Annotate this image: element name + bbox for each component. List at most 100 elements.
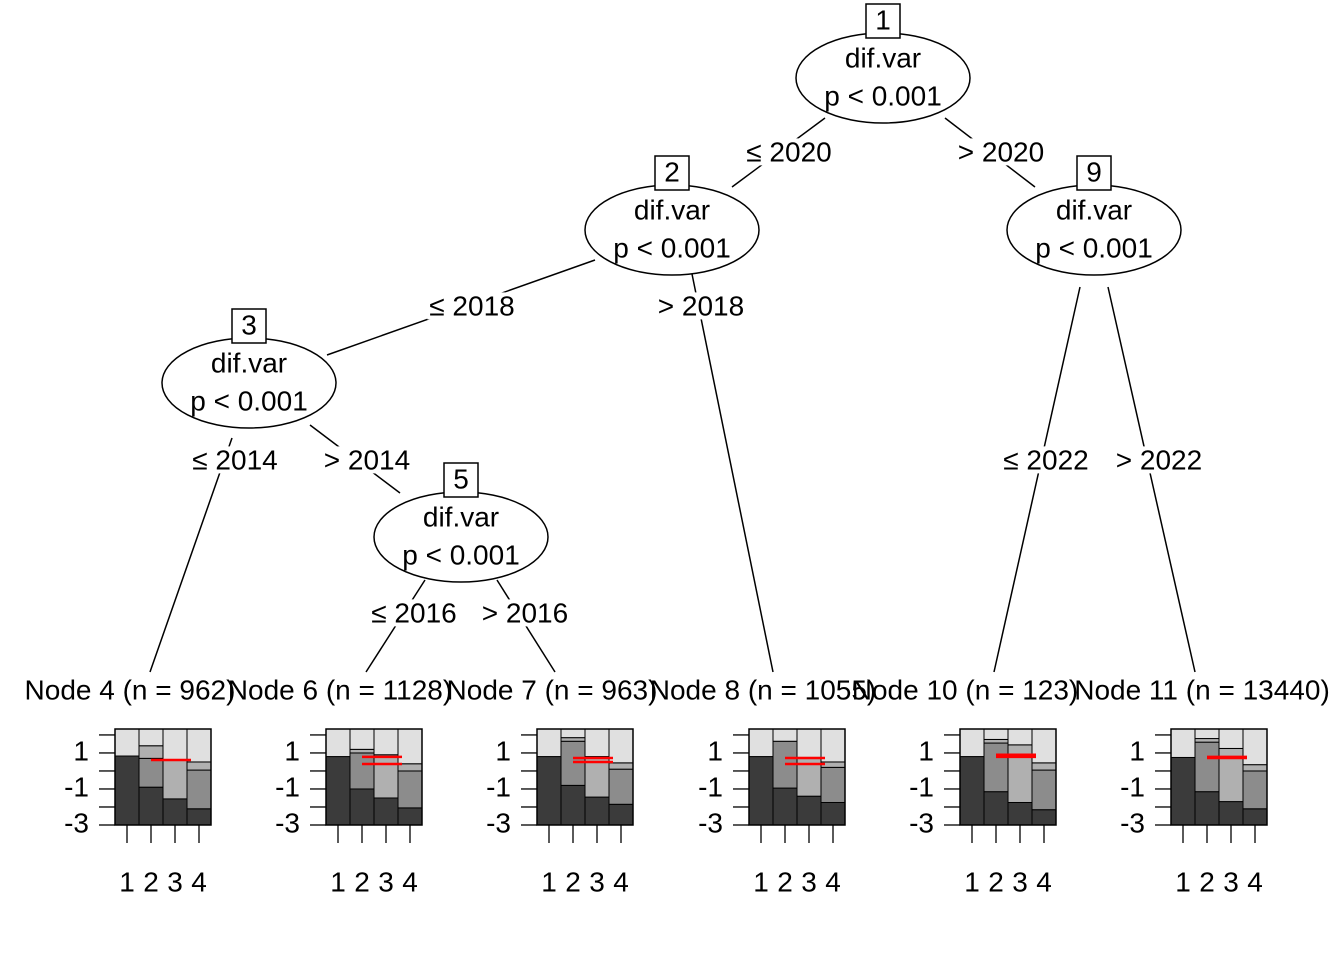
stack-segment — [1218, 728, 1244, 749]
stack-segment — [325, 728, 351, 758]
stack-segment — [162, 759, 188, 800]
y-tick-label: -1 — [909, 771, 934, 802]
node-id: 2 — [664, 156, 680, 187]
stack-segment — [983, 738, 1009, 744]
stack-segment — [796, 795, 822, 826]
node-p-value: p < 0.001 — [402, 539, 520, 570]
edge-label-bg — [479, 599, 571, 627]
stack-segment — [1242, 728, 1268, 766]
leaf-label: Node 7 (n = 963) — [447, 674, 658, 705]
y-tick-label: -3 — [1120, 807, 1145, 838]
x-tick-label: 1 — [1175, 866, 1191, 897]
stack-segment — [560, 740, 586, 786]
stack-segment — [1031, 762, 1057, 771]
edge-label: > 2022 — [1116, 444, 1202, 475]
stack-segment — [983, 742, 1009, 793]
stack-segment — [373, 728, 399, 756]
edge-label: ≤ 2016 — [371, 597, 456, 628]
stack-segment — [560, 728, 586, 739]
stack-segment — [349, 748, 375, 754]
x-tick-label: 3 — [167, 866, 183, 897]
node-p-value: p < 0.001 — [613, 232, 731, 263]
x-tick-label: 1 — [330, 866, 346, 897]
stack-segment — [608, 768, 634, 805]
stack-segment — [397, 728, 423, 765]
node-id: 5 — [453, 463, 469, 494]
node-variable: dif.var — [211, 347, 287, 378]
stack-segment — [114, 728, 140, 757]
leaf-label: Node 10 (n = 123) — [852, 674, 1079, 705]
x-tick-label: 1 — [964, 866, 980, 897]
stack-segment — [162, 728, 188, 761]
node-p-value: p < 0.001 — [824, 80, 942, 111]
panel-frame — [114, 728, 212, 826]
stack-segment — [397, 807, 423, 826]
stack-segment — [748, 756, 774, 826]
node-variable: dif.var — [845, 42, 921, 73]
edge-line — [149, 437, 233, 673]
stack-segment — [820, 766, 846, 803]
edge-label-bg — [369, 599, 459, 627]
node-p-value: p < 0.001 — [1035, 232, 1153, 263]
y-tick-label: -1 — [698, 771, 723, 802]
edge-label-bg — [744, 138, 834, 166]
y-tick-label: 1 — [73, 735, 89, 766]
stack-segment — [959, 728, 985, 758]
stack-segment — [1031, 769, 1057, 811]
x-tick-label: 2 — [565, 866, 581, 897]
x-tick-label: 4 — [613, 866, 629, 897]
stack-segment — [186, 728, 212, 763]
x-tick-label: 3 — [1223, 866, 1239, 897]
node-variable: dif.var — [423, 501, 499, 532]
x-tick-label: 4 — [1247, 866, 1263, 897]
stack-segment — [373, 754, 399, 799]
edge-label: ≤ 2018 — [429, 290, 514, 321]
stack-segment — [584, 796, 610, 826]
x-tick-label: 4 — [1036, 866, 1052, 897]
leaf-label: Node 4 (n = 962) — [25, 674, 236, 705]
stack-segment — [1242, 770, 1268, 810]
node-id: 9 — [1086, 156, 1102, 187]
panel-frame — [325, 728, 423, 826]
x-tick-label: 3 — [801, 866, 817, 897]
stack-segment — [349, 788, 375, 826]
stack-segment — [772, 787, 798, 826]
stack-segment — [138, 757, 164, 788]
stack-segment — [138, 745, 164, 759]
panel-frame — [748, 728, 846, 826]
edge-label-bg — [321, 446, 413, 474]
edge-line — [1107, 286, 1196, 673]
stack-segment — [536, 728, 562, 758]
x-tick-label: 4 — [402, 866, 418, 897]
node-p-value: p < 0.001 — [190, 385, 308, 416]
stack-segment — [560, 784, 586, 826]
y-tick-label: -1 — [275, 771, 300, 802]
stack-segment — [186, 769, 212, 810]
edge-line — [993, 286, 1081, 673]
edge-label: > 2020 — [958, 136, 1044, 167]
node-id-box — [654, 155, 690, 191]
stack-segment — [796, 728, 822, 758]
stack-segment — [772, 728, 798, 742]
panel-frame — [536, 728, 634, 826]
stack-segment — [114, 755, 140, 826]
y-tick-label: -1 — [64, 771, 89, 802]
x-tick-label: 1 — [753, 866, 769, 897]
x-tick-label: 4 — [191, 866, 207, 897]
stack-segment — [748, 728, 774, 758]
node-id-box — [865, 3, 901, 39]
stack-segment — [325, 756, 351, 826]
edge-label-bg — [1113, 446, 1205, 474]
node-id-box — [1076, 155, 1112, 191]
stack-segment — [1170, 756, 1196, 826]
edge-label-bg — [1001, 446, 1091, 474]
content: ≤ 2020 > 2020 ≤ 2018 > 2018 ≤ 2014 > 2014 ≤ 20… — [25, 3, 1330, 897]
y-tick-label: -1 — [1120, 771, 1145, 802]
stack-segment — [959, 756, 985, 826]
x-tick-label: 3 — [378, 866, 394, 897]
edge-label-bg — [427, 292, 517, 320]
stack-segment — [349, 728, 375, 750]
edge-label-bg — [955, 138, 1047, 166]
node-id: 3 — [241, 309, 257, 340]
